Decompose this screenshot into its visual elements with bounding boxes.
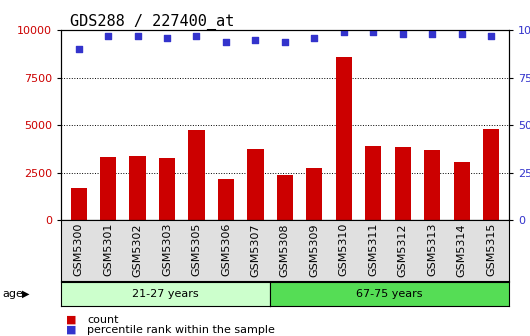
Bar bbox=[454, 162, 470, 220]
Point bbox=[74, 46, 83, 52]
Text: GSM5315: GSM5315 bbox=[486, 223, 496, 277]
Text: ▶: ▶ bbox=[22, 289, 30, 299]
Text: GSM5311: GSM5311 bbox=[368, 223, 378, 277]
Point bbox=[134, 33, 142, 39]
Text: GSM5301: GSM5301 bbox=[103, 223, 113, 277]
Text: 21-27 years: 21-27 years bbox=[132, 289, 199, 299]
Bar bbox=[129, 157, 146, 220]
Point bbox=[251, 37, 260, 42]
Bar bbox=[218, 179, 234, 220]
Bar bbox=[277, 174, 293, 220]
Point bbox=[310, 35, 319, 41]
Text: age: age bbox=[3, 289, 23, 299]
Text: percentile rank within the sample: percentile rank within the sample bbox=[87, 325, 275, 335]
Text: GSM5305: GSM5305 bbox=[191, 223, 201, 277]
Point bbox=[222, 39, 230, 44]
Bar bbox=[159, 158, 175, 220]
Bar bbox=[335, 57, 352, 220]
Bar bbox=[365, 146, 382, 220]
Point bbox=[487, 33, 496, 39]
Bar bbox=[100, 158, 116, 220]
Text: GSM5300: GSM5300 bbox=[74, 223, 84, 277]
Point bbox=[399, 31, 407, 37]
Point bbox=[457, 31, 466, 37]
Text: 67-75 years: 67-75 years bbox=[356, 289, 423, 299]
Bar bbox=[424, 150, 440, 220]
Text: GDS288 / 227400_at: GDS288 / 227400_at bbox=[70, 14, 234, 30]
Text: GSM5310: GSM5310 bbox=[339, 223, 349, 277]
Point bbox=[163, 35, 171, 41]
Text: ■: ■ bbox=[66, 325, 77, 335]
Bar bbox=[395, 147, 411, 220]
Text: GSM5308: GSM5308 bbox=[280, 223, 290, 277]
Point bbox=[104, 33, 112, 39]
Text: GSM5314: GSM5314 bbox=[457, 223, 466, 277]
Point bbox=[281, 39, 289, 44]
Text: ■: ■ bbox=[66, 315, 77, 325]
Text: GSM5306: GSM5306 bbox=[221, 223, 231, 277]
Text: GSM5303: GSM5303 bbox=[162, 223, 172, 277]
Bar bbox=[306, 168, 322, 220]
Bar bbox=[188, 130, 205, 220]
Bar bbox=[248, 149, 263, 220]
Text: GSM5307: GSM5307 bbox=[250, 223, 260, 277]
Point bbox=[428, 31, 436, 37]
Bar bbox=[70, 188, 87, 220]
Point bbox=[340, 30, 348, 35]
Bar bbox=[483, 129, 499, 220]
Text: GSM5313: GSM5313 bbox=[427, 223, 437, 277]
Point bbox=[369, 30, 377, 35]
Text: count: count bbox=[87, 315, 119, 325]
Text: GSM5309: GSM5309 bbox=[310, 223, 320, 277]
Text: GSM5302: GSM5302 bbox=[132, 223, 143, 277]
Text: GSM5312: GSM5312 bbox=[398, 223, 408, 277]
Point bbox=[192, 33, 201, 39]
